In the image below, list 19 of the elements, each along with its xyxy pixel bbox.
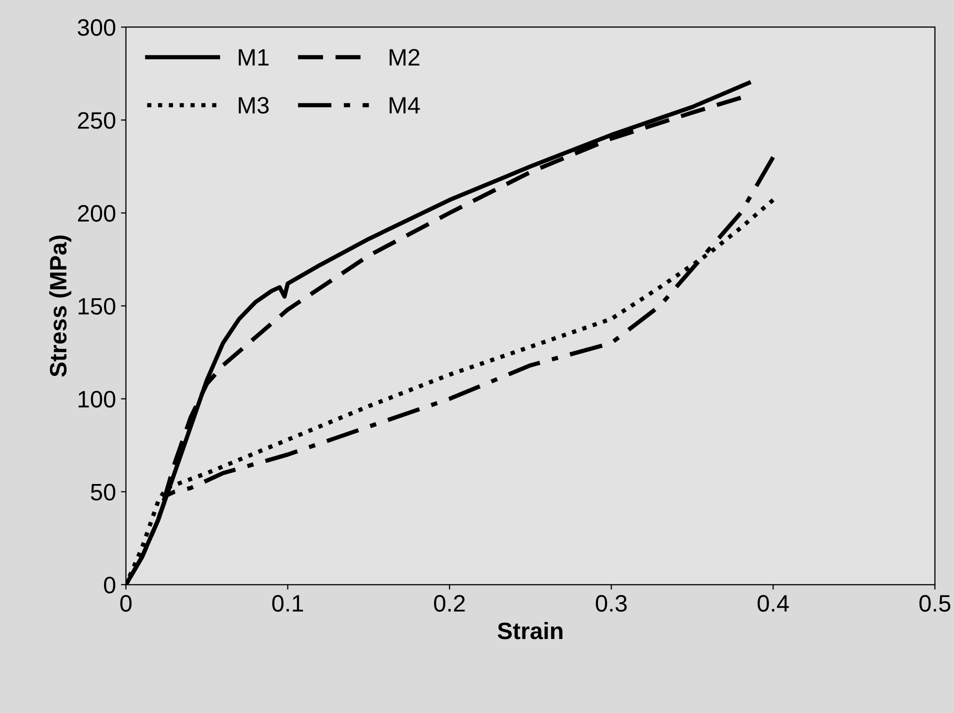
x-tick-label: 0.1: [272, 595, 303, 612]
y-tick-label: 0: [104, 576, 116, 594]
y-tick-label: 150: [78, 298, 116, 315]
x-axis-title: Strain: [498, 622, 562, 640]
y-tick-label: 250: [78, 112, 116, 129]
legend-label: M3: [238, 96, 269, 114]
x-tick-label: 0.4: [758, 595, 789, 612]
x-tick-label: 0.3: [596, 595, 627, 612]
x-tick-label: 0: [120, 595, 132, 612]
y-tick-label: 300: [78, 19, 116, 36]
y-tick-label: 100: [78, 390, 116, 408]
legend-label: M4: [390, 97, 420, 114]
x-tick-label: 0.2: [434, 595, 465, 612]
legend-label: M2: [390, 48, 420, 66]
y-tick-label: 50: [90, 484, 116, 501]
y-tick-label: 200: [78, 205, 116, 222]
y-axis-title: Stress (MPa): [49, 236, 72, 377]
legend-label: M1: [238, 49, 269, 66]
x-tick-label: 0.5: [919, 595, 950, 612]
